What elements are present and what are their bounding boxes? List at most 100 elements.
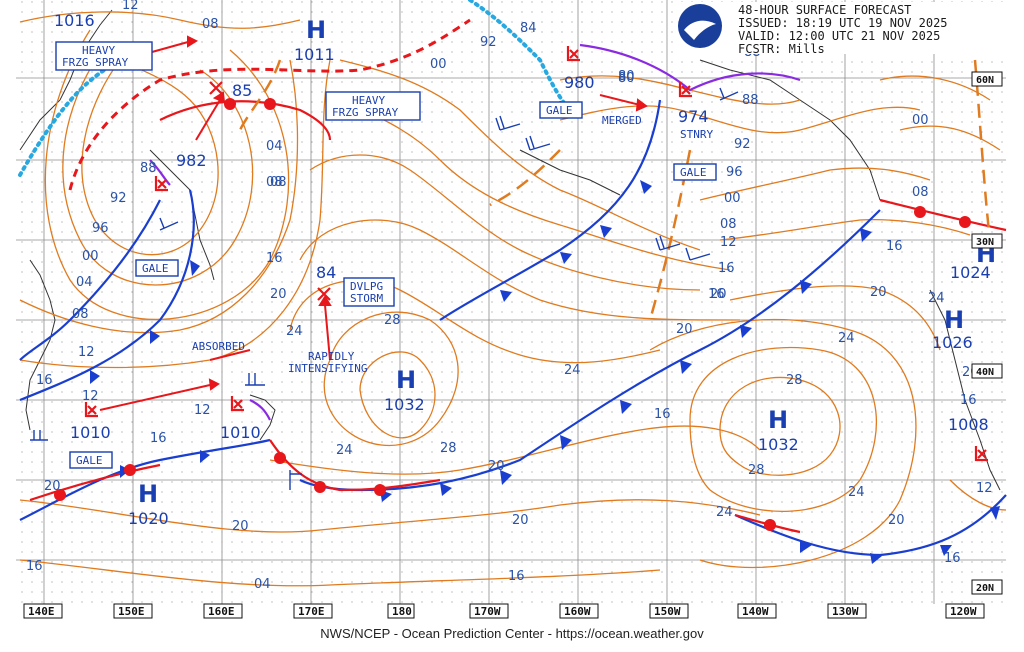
isobar-label: 20	[512, 513, 529, 528]
pressure-centers: 1016 H 1011 H 1032 H 1032 H 1020 H 1024 …	[54, 11, 996, 528]
isobar-label: 12	[122, 0, 139, 13]
high-pressure: 1032	[758, 435, 799, 454]
lat-label: 60N	[976, 75, 994, 86]
isobar-label: 00	[724, 191, 741, 206]
cold-front-sw	[19, 199, 161, 361]
latitude-axis: 60N 40N 20N 30N	[971, 71, 1003, 595]
isobar-label: 00	[430, 57, 447, 72]
trough-2	[648, 149, 692, 321]
low-l-icon	[84, 402, 98, 418]
warning-boxes: HEAVY FRZG SPRAY HEAVY FRZG SPRAY GALE G…	[55, 41, 717, 469]
isobar-label: 16	[960, 393, 977, 408]
gale-box: GALE	[680, 166, 707, 179]
low-l-icon	[974, 446, 988, 462]
high-center: H	[768, 406, 788, 434]
isobar-label: 08	[270, 175, 287, 190]
isobar-label: 20	[888, 513, 905, 528]
dvlpg-storm-box: STORM	[350, 292, 383, 305]
isobar-label: 00	[82, 249, 99, 264]
header-issued: ISSUED: 18:19 UTC 19 NOV 2025	[738, 16, 948, 30]
low-pressure: 85	[232, 81, 252, 100]
isobar-label: 24	[716, 505, 733, 520]
isobar-label: 28	[748, 463, 765, 478]
frzg-spray-box: FRZG SPRAY	[332, 106, 399, 119]
low-l-icon	[154, 176, 168, 192]
isobar-label: 24	[838, 331, 855, 346]
lon-label: 180	[392, 605, 412, 618]
isobar-label: 04	[266, 139, 283, 154]
isobar-label: 80	[618, 71, 635, 86]
high-center: H	[944, 306, 964, 334]
isobar-label: 24	[564, 363, 581, 378]
high-center: H	[138, 480, 158, 508]
isobar-label: 16	[266, 251, 283, 266]
occluded-front-mid	[249, 399, 271, 421]
header: 48-HOUR SURFACE FORECAST ISSUED: 18:19 U…	[676, 2, 1006, 56]
isobar-label: 16	[708, 287, 725, 302]
isobar-label: 12	[82, 389, 99, 404]
low-x-icon	[209, 81, 223, 95]
isobar-label: 04	[254, 577, 271, 592]
low-pressure: 1010	[220, 423, 261, 442]
lat-label: 30N	[976, 237, 994, 248]
lon-label: 140E	[28, 605, 55, 618]
lon-label: 140W	[742, 605, 769, 618]
low-pressure: 982	[176, 151, 207, 170]
rapidly-label: RAPIDLY	[308, 350, 355, 363]
isobar-label: 28	[384, 313, 401, 328]
isobar-label: 28	[440, 441, 457, 456]
stnry-label: STNRY	[680, 128, 713, 141]
isobar-label: 28	[786, 373, 803, 388]
frzg-spray-box: HEAVY	[82, 44, 115, 57]
dvlpg-storm-box: DVLPG	[350, 280, 383, 293]
cold-front-east	[734, 494, 1007, 557]
header-title: 48-HOUR SURFACE FORECAST	[738, 3, 911, 17]
trough-3	[238, 59, 282, 131]
low-pressure: 84	[316, 263, 336, 282]
high-pressure: 1024	[950, 263, 991, 282]
lon-label: 170W	[474, 605, 501, 618]
cold-front-west	[19, 189, 195, 402]
occluded-front-alaska	[579, 43, 801, 92]
low-pressure: 980	[564, 73, 595, 92]
isobar-label: 24	[336, 443, 353, 458]
isobar-label: 20	[870, 285, 887, 300]
isobar-label: 88	[140, 161, 157, 176]
high-center: H	[306, 16, 326, 44]
isobar-label: 92	[110, 191, 127, 206]
warm-front-south	[29, 463, 161, 502]
lon-label: 170E	[298, 605, 325, 618]
freezing-spray-line	[68, 18, 471, 191]
high-pressure: 1032	[384, 395, 425, 414]
lat-label: 40N	[976, 367, 994, 378]
isobar-label: 12	[976, 481, 993, 496]
isobar-label: 92	[734, 137, 751, 152]
isobar-label: 80	[618, 69, 635, 84]
fronts	[18, 0, 1007, 557]
isobar-label: 08	[266, 175, 283, 190]
high-pressure: 1026	[932, 333, 973, 352]
frzg-spray-box: HEAVY	[352, 94, 385, 107]
ice-edge-north	[468, 0, 572, 112]
intensifying-label: INTENSIFYING	[288, 362, 367, 375]
isobar-label: 20	[270, 287, 287, 302]
isobar-label: 20	[44, 479, 61, 494]
header-valid: VALID: 12:00 UTC 21 NOV 2025	[738, 29, 940, 43]
isobar-label: 24	[286, 324, 303, 339]
isobars	[19, 11, 1007, 587]
isobar-label: 16	[26, 559, 43, 574]
low-pressure: 1008	[948, 415, 989, 434]
low-pressure: 974	[678, 107, 709, 126]
footer-credit: NWS/NCEP - Ocean Prediction Center - htt…	[320, 626, 704, 641]
lon-label: 120W	[950, 605, 977, 618]
header-forecaster: FCSTR: Mills	[738, 42, 825, 56]
isobar-label: 24	[928, 291, 945, 306]
isobar-label: 12	[78, 345, 95, 360]
low-markers	[84, 46, 988, 462]
isobar-label: 16	[718, 261, 735, 276]
isobar-label: 08	[912, 185, 929, 200]
isobar-label: 00	[912, 113, 929, 128]
high-pressure: 1020	[128, 509, 169, 528]
lon-label: 160E	[208, 605, 235, 618]
